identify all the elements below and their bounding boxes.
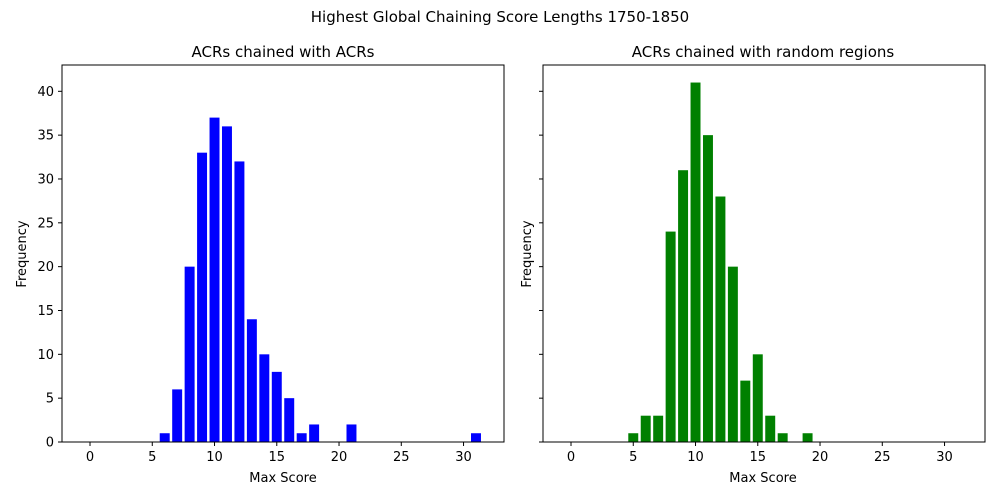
bar	[640, 415, 651, 442]
bar	[346, 424, 357, 442]
x-tick-label: 20	[331, 450, 348, 465]
y-tick-label: 30	[37, 172, 54, 187]
bar	[471, 433, 481, 442]
bar	[628, 433, 639, 442]
chart-acrs-with-random-regions: ACRs chained with random regions Max Sco…	[520, 43, 986, 486]
plot-frame	[61, 64, 505, 443]
bar	[678, 170, 689, 443]
x-tick-label: 20	[812, 450, 829, 465]
bar	[284, 398, 295, 442]
y-tick-label: 25	[37, 216, 54, 231]
x-axis-label: Max Score	[729, 471, 796, 486]
x-axis-label: Max Score	[249, 471, 316, 486]
y-tick-label: 35	[37, 129, 54, 144]
bar	[259, 354, 270, 442]
y-tick-label: 5	[46, 392, 54, 407]
bar	[702, 135, 713, 443]
bar	[197, 152, 208, 442]
bar	[802, 433, 813, 442]
x-tick-label: 15	[269, 450, 286, 465]
x-tick-label: 30	[455, 450, 472, 465]
x-tick-label: 5	[629, 450, 637, 465]
bars	[628, 82, 813, 443]
bar	[234, 161, 245, 442]
bar	[271, 371, 282, 442]
x-tick-label: 5	[148, 450, 156, 465]
y-tick-label: 15	[37, 304, 54, 319]
y-axis-label: Frequency	[15, 220, 30, 287]
bar	[752, 354, 763, 442]
x-tick-label: 10	[687, 450, 704, 465]
x-tick-label: 25	[393, 450, 410, 465]
y-axis-label: Frequency	[520, 220, 535, 287]
bar	[665, 231, 676, 442]
chart-acrs-with-acrs: ACRs chained with ACRs Max Score Frequen…	[15, 43, 505, 486]
bar	[246, 319, 257, 442]
bar	[296, 433, 307, 442]
bar	[209, 117, 220, 443]
bar	[727, 266, 738, 442]
y-tick-label: 20	[37, 260, 54, 275]
bar	[765, 415, 776, 442]
y-ticks	[539, 90, 543, 443]
bar	[740, 380, 751, 442]
plot-frame	[542, 64, 986, 443]
bar	[777, 433, 788, 442]
y-tick-label: 40	[37, 85, 54, 100]
x-ticks: 0 5 10 15 20 25 30	[86, 442, 472, 465]
chart-title: ACRs chained with ACRs	[192, 43, 375, 61]
x-tick-label: 15	[750, 450, 767, 465]
bars	[159, 117, 481, 443]
bar	[309, 424, 320, 442]
x-tick-label: 30	[936, 450, 953, 465]
bar	[172, 389, 183, 442]
x-ticks: 0 5 10 15 20 25 30	[567, 442, 953, 465]
y-tick-label: 10	[37, 348, 54, 363]
bar	[159, 433, 170, 442]
bar	[715, 196, 726, 442]
chart-title: ACRs chained with random regions	[632, 43, 895, 61]
bar	[653, 415, 664, 442]
x-tick-label: 25	[874, 450, 891, 465]
bar	[690, 82, 701, 442]
x-tick-label: 0	[567, 450, 575, 465]
y-tick-label: 0	[46, 436, 54, 451]
x-tick-label: 0	[86, 450, 94, 465]
x-tick-label: 10	[206, 450, 223, 465]
figure-title: Highest Global Chaining Score Lengths 17…	[311, 8, 689, 26]
bar	[184, 266, 195, 442]
y-ticks: 0 5 10 15 20 25 30 35 40	[37, 85, 62, 451]
bar	[221, 126, 232, 442]
